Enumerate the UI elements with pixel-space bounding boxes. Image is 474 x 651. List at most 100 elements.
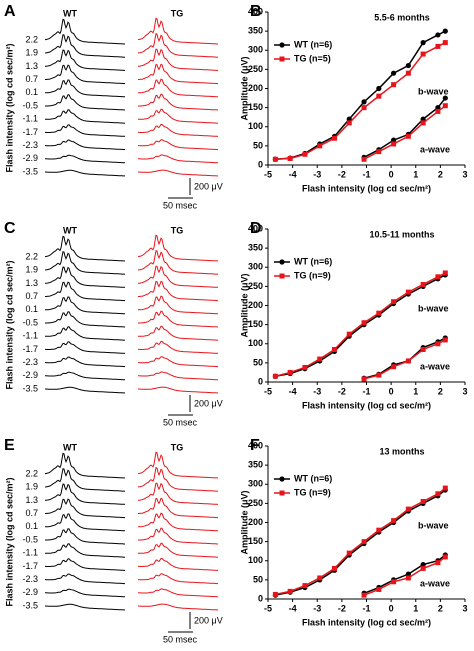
series-line [363, 339, 446, 380]
legend-marker [279, 259, 285, 265]
x-tick-label: 0 [389, 603, 394, 613]
scale-label: 50 msec [163, 200, 198, 210]
intensity-label: -2.9 [22, 587, 38, 597]
series-line [363, 337, 446, 379]
legend-marker [279, 42, 285, 48]
erg-trace [45, 124, 126, 137]
y-tick-label: 200 [248, 83, 263, 93]
axis-label: Flash intensity (log cd sec/m²) [4, 43, 14, 172]
erg-trace [138, 169, 219, 177]
intensity-label: 0.1 [25, 521, 38, 531]
marker [405, 358, 411, 364]
marker [390, 70, 397, 76]
marker [391, 141, 397, 147]
annotation: b-wave [418, 520, 449, 530]
erg-trace [138, 78, 218, 98]
marker [346, 120, 352, 126]
erg-trace [45, 588, 126, 598]
intensity-label: 1.3 [25, 278, 38, 288]
erg-trace [138, 265, 219, 288]
marker [391, 518, 397, 524]
erg-trace [138, 512, 218, 532]
x-tick-label: -5 [264, 169, 272, 179]
x-tick-label: -4 [289, 169, 297, 179]
erg-trace [45, 356, 126, 368]
erg-trace [138, 588, 219, 598]
legend-marker [279, 56, 285, 62]
y-tick-label: 150 [248, 536, 263, 546]
legend-marker [279, 490, 285, 496]
intensity-label: -1.1 [22, 114, 38, 124]
erg-trace [45, 513, 125, 532]
intensity-label: 1.9 [25, 482, 38, 492]
intensity-label: -3.5 [22, 166, 38, 176]
y-tick-label: 0 [258, 159, 263, 169]
marker [361, 539, 367, 545]
x-tick-label: -4 [289, 603, 297, 613]
marker [435, 274, 441, 280]
intensity-label: -1.7 [22, 561, 38, 571]
erg-trace [45, 296, 125, 315]
marker [287, 155, 293, 161]
erg-trace [138, 280, 218, 302]
erg-trace [45, 139, 126, 151]
x-tick-label: -2 [338, 603, 346, 613]
x-tick-label: 2 [438, 386, 443, 396]
erg-trace [138, 139, 219, 151]
intensity-label: 0.1 [25, 304, 38, 314]
marker [420, 40, 426, 46]
erg-trace [138, 542, 218, 558]
intensity-label: 1.3 [25, 61, 38, 71]
marker [302, 583, 308, 589]
y-tick-label: 400 [248, 223, 263, 233]
marker [405, 289, 411, 295]
erg-trace [138, 295, 218, 315]
marker [405, 70, 411, 76]
erg-trace [45, 371, 126, 381]
marker [442, 270, 448, 276]
intensity-label: -1.1 [22, 331, 38, 341]
marker [376, 85, 382, 92]
erg-trace [138, 386, 219, 394]
marker [376, 372, 382, 378]
intensity-label: -3.5 [22, 600, 38, 610]
marker [442, 95, 448, 101]
intensity-label: 0.1 [25, 87, 38, 97]
erg-trace [138, 63, 219, 85]
x-tick-label: -2 [338, 386, 346, 396]
marker [435, 32, 441, 38]
legend-label: WT (n=6) [294, 39, 332, 49]
y-axis-label: Amplitude (μV) [239, 490, 249, 554]
chart-title: 10.5-11 months [369, 229, 434, 239]
marker [287, 588, 293, 594]
x-tick-label: -5 [264, 386, 272, 396]
y-axis-label: Amplitude (μV) [239, 56, 249, 120]
marker [405, 575, 411, 581]
x-tick-label: 0 [389, 169, 394, 179]
group-label: WT [63, 225, 77, 235]
marker [435, 43, 441, 49]
x-tick-label: -4 [289, 386, 297, 396]
intensity-label: -2.3 [22, 574, 38, 584]
marker [331, 346, 337, 352]
marker [420, 346, 426, 352]
marker [317, 356, 323, 362]
intensity-label: 0.7 [25, 508, 38, 518]
erg-trace [45, 498, 125, 519]
group-label: WT [63, 442, 77, 452]
marker [376, 586, 382, 592]
intensity-label: 1.9 [25, 265, 38, 275]
intensity-label: -1.7 [22, 344, 38, 354]
erg-trace [138, 356, 219, 368]
y-tick-label: 300 [248, 262, 263, 272]
x-tick-label: -1 [362, 386, 370, 396]
x-tick-label: 0 [389, 386, 394, 396]
erg-trace [45, 386, 126, 394]
marker [317, 143, 323, 149]
marker [442, 485, 448, 491]
marker [420, 561, 426, 568]
legend-label: WT (n=6) [294, 473, 332, 483]
marker [361, 376, 367, 382]
marker [361, 99, 367, 105]
intensity-label: -0.5 [22, 100, 38, 110]
